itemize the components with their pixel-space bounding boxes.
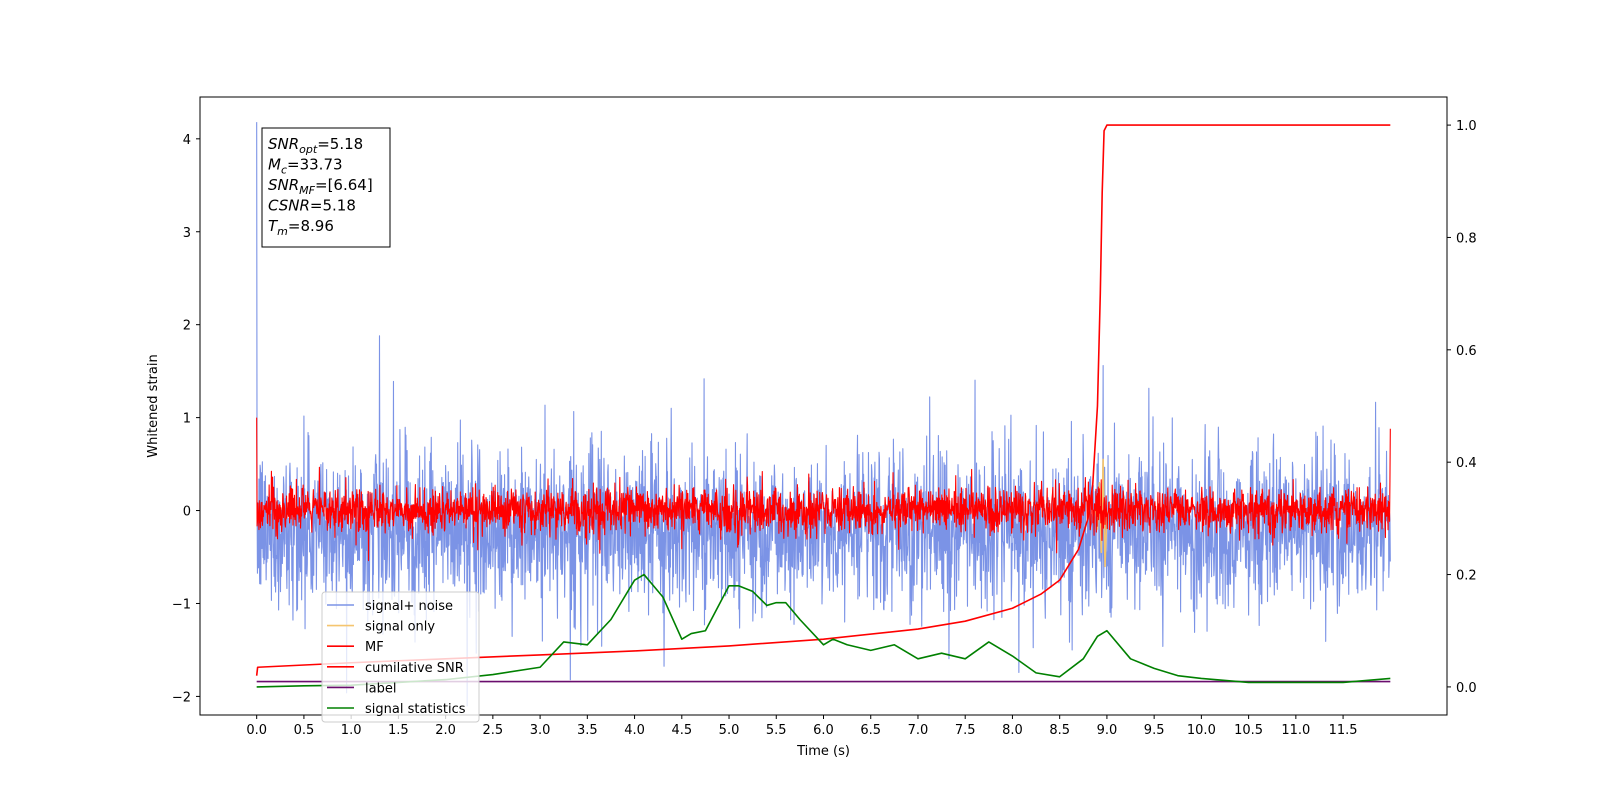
- y-left-tick-label: 4: [183, 133, 191, 148]
- y-right-tick-label: 1.0: [1456, 119, 1477, 134]
- x-axis-label: Time (s): [796, 744, 850, 759]
- x-tick-label: 10.0: [1187, 723, 1216, 738]
- x-tick-label: 11.0: [1281, 723, 1310, 738]
- x-tick-label: 1.5: [388, 723, 409, 738]
- x-tick-label: 5.0: [719, 723, 740, 738]
- x-tick-label: 6.5: [860, 723, 881, 738]
- legend-frame: [321, 591, 480, 723]
- x-tick-label: 3.5: [577, 723, 598, 738]
- y-axis-left: 4 3 2 1 0 −1 −2: [172, 133, 200, 705]
- y-left-tick-label: 3: [183, 226, 191, 241]
- x-tick-label: 7.5: [955, 723, 976, 738]
- legend-label: signal only: [365, 620, 435, 635]
- legend-label: signal+ noise: [365, 599, 453, 614]
- x-tick-label: 5.5: [766, 723, 787, 738]
- annotation-line: SNRMF=[6.64]: [268, 176, 373, 197]
- series-mf-line: [256, 417, 1391, 562]
- legend-label: label: [365, 681, 396, 696]
- x-tick-label: 11.5: [1329, 723, 1358, 738]
- annotation-line: SNRopt=5.18: [268, 135, 363, 156]
- x-tick-label: 9.0: [1097, 723, 1118, 738]
- series-signal-statistics-line: [256, 573, 1391, 688]
- y-right-tick-label: 0.0: [1456, 681, 1477, 696]
- x-tick-label: 10.5: [1234, 723, 1263, 738]
- y-left-tick-label: −2: [172, 690, 191, 705]
- x-tick-label: 8.5: [1049, 723, 1070, 738]
- y-axis-right: 1.0 0.8 0.6 0.4 0.2 0.0: [1447, 119, 1477, 696]
- x-axis: 0.0 0.5 1.0 1.5 2.0 2.5 3.0 3.5 4.0 4.5 5.0 5.5 6.0 6…: [246, 715, 1358, 738]
- legend-label: signal statistics: [365, 702, 466, 717]
- x-tick-label: 3.0: [530, 723, 551, 738]
- y-right-tick-label: 0.6: [1456, 344, 1477, 359]
- x-tick-label: 6.0: [813, 723, 834, 738]
- x-tick-label: 4.5: [671, 723, 692, 738]
- x-tick-label: 7.0: [908, 723, 929, 738]
- y-left-tick-label: 2: [183, 319, 191, 334]
- series-signal-only-line: [1094, 458, 1108, 568]
- x-tick-label: 8.0: [1002, 723, 1023, 738]
- legend-label: cumilative SNR: [365, 661, 464, 676]
- x-tick-label: 2.5: [483, 723, 504, 738]
- series-cumilative-snr-line: [255, 124, 1391, 676]
- x-tick-label: 0.0: [246, 723, 267, 738]
- annotation-line: CSNR=5.18: [268, 197, 356, 215]
- y-left-tick-label: 0: [183, 505, 191, 520]
- y-left-tick-label: −1: [172, 597, 191, 612]
- x-tick-label: 2.0: [435, 723, 456, 738]
- x-tick-label: 0.5: [294, 723, 315, 738]
- annotation-line: Mc=33.73: [268, 156, 343, 177]
- x-tick-label: 4.0: [624, 723, 645, 738]
- x-tick-label: 1.0: [341, 723, 362, 738]
- y-right-tick-label: 0.4: [1456, 456, 1477, 471]
- y-right-tick-label: 0.8: [1456, 231, 1477, 246]
- annotation-frame: [261, 127, 391, 248]
- annotation-box: SNRopt=5.18Mc=33.73SNRMF=[6.64]CSNR=5.18…: [261, 127, 391, 248]
- legend-label: MF: [365, 640, 384, 655]
- y-axis-label: Whitened strain: [146, 354, 161, 457]
- y-right-tick-label: 0.2: [1456, 569, 1477, 584]
- series-signal-noise-line: [256, 122, 1391, 707]
- legend: signal+ noise signal only MF cumilative SNR…: [321, 591, 480, 723]
- annotation-line: Tm=8.96: [268, 217, 334, 238]
- y-left-tick-label: 1: [183, 412, 191, 427]
- x-tick-label: 9.5: [1144, 723, 1165, 738]
